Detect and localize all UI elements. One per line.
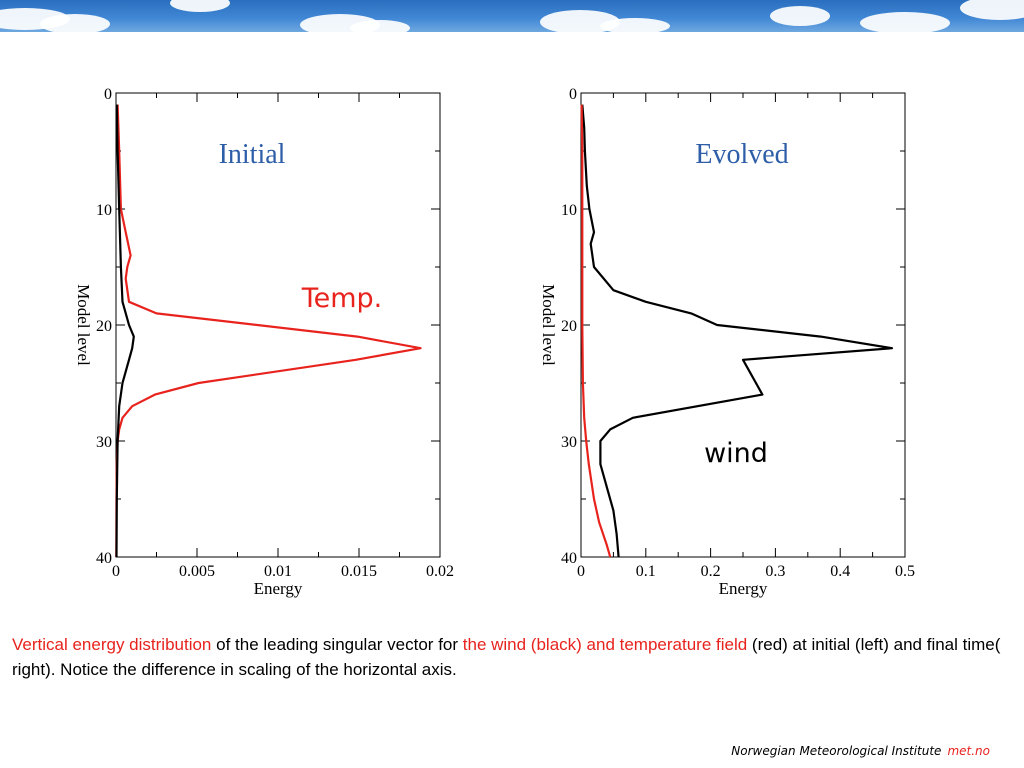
initial-series-line-temp: [115, 104, 422, 558]
initial-x-tick-label: 0.02: [426, 563, 454, 580]
initial-x-axis-label: Energy: [254, 579, 303, 598]
evolved-y-axis-label: Model level: [539, 284, 558, 366]
initial-energy-chart: 0 0.005 0.01 0.015 0.02 0 10 20 30 40 Energy Model …: [74, 86, 454, 598]
initial-y-tick-label: 20: [96, 318, 112, 335]
evolved-x-tick-label: 0.3: [765, 563, 785, 580]
evolved-x-tick-label: 0.2: [701, 563, 721, 580]
initial-x-tick-label: 0.005: [179, 563, 215, 580]
figure-caption: Vertical energy distribution of the lead…: [12, 632, 1012, 682]
initial-x-tick-label: 0.015: [341, 563, 377, 580]
evolved-annotation: wind: [704, 438, 768, 469]
evolved-y-tick-label: 10: [561, 202, 577, 219]
initial-y-tick-label: 30: [96, 434, 112, 451]
caption-part-1: Vertical energy distribution: [12, 635, 212, 654]
initial-y-tick-label: 0: [104, 86, 112, 103]
footer-institute: Norwegian Meteorological Institute: [731, 744, 942, 758]
evolved-panel-title: Evolved: [695, 139, 788, 170]
footer: Norwegian Meteorological Institute met.no: [731, 744, 990, 758]
evolved-energy-chart: 0 0.1 0.2 0.3 0.4 0.5 0 10 20 30 40 Energy Model lev…: [539, 86, 915, 598]
evolved-series-line-temp: [580, 104, 612, 558]
evolved-x-tick-label: 0: [577, 563, 585, 580]
initial-y-tick-label: 40: [96, 550, 112, 567]
initial-annotation: Temp.: [301, 283, 383, 314]
evolved-series-line-wind: [581, 104, 894, 558]
initial-series-line-wind: [115, 104, 135, 558]
evolved-x-tick-label: 0.4: [830, 563, 850, 580]
initial-panel-title: Initial: [219, 139, 286, 170]
evolved-y-tick-label: 30: [561, 434, 577, 451]
caption-part-3: the wind (black) and temperature field: [462, 635, 748, 654]
evolved-y-tick-label: 0: [569, 86, 577, 103]
initial-x-tick-label: 0.01: [264, 563, 292, 580]
sky-banner: [0, 0, 1024, 32]
evolved-x-tick-label: 0.5: [895, 563, 915, 580]
evolved-y-tick-label: 20: [561, 318, 577, 335]
initial-y-axis-label: Model level: [74, 284, 93, 366]
initial-y-tick-label: 10: [96, 202, 112, 219]
initial-x-tick-label: 0: [112, 563, 120, 580]
evolved-y-tick-label: 40: [561, 550, 577, 567]
caption-part-2: of the leading singular vector for: [211, 635, 463, 654]
footer-brand: met.no: [947, 744, 990, 758]
evolved-x-tick-label: 0.1: [636, 563, 656, 580]
evolved-x-axis-label: Energy: [719, 579, 768, 598]
caption-part-4: (red) at initial (left) and final time( …: [12, 635, 1001, 679]
